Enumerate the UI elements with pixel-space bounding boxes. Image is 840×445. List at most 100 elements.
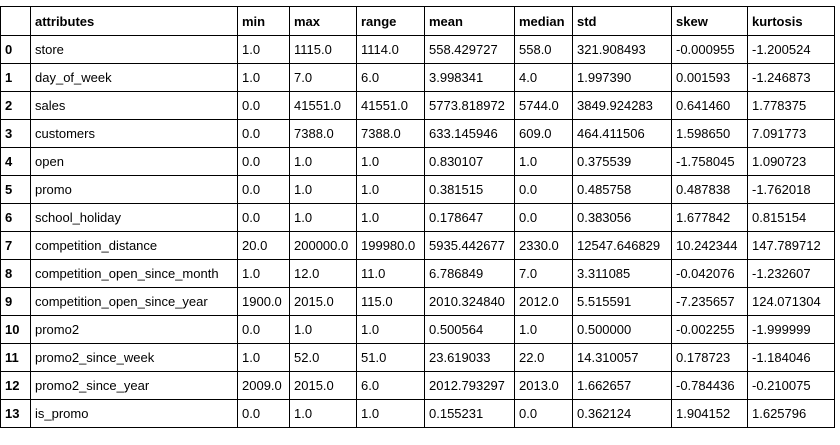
table-cell-range: 1.0: [356, 315, 425, 344]
table-cell-attributes: customers: [30, 119, 238, 148]
table-cell-kurtosis: -1.999999: [747, 315, 835, 344]
column-header-kurtosis: kurtosis: [747, 6, 835, 36]
table-cell-range: 199980.0: [356, 231, 425, 260]
table-cell-attributes: competition_open_since_month: [30, 259, 238, 288]
table-cell-max: 1.0: [289, 315, 357, 344]
table-cell-attributes: school_holiday: [30, 203, 238, 232]
table-row: 13 is_promo 0.0 1.0 1.0 0.155231 0.0 0.362124 1.…: [0, 399, 835, 428]
table-cell-median: 1.0: [514, 315, 573, 344]
table-cell-min: 0.0: [237, 147, 290, 176]
table-cell-max: 2015.0: [289, 287, 357, 316]
table-cell-skew: 10.242344: [671, 231, 748, 260]
row-index: 4: [0, 147, 31, 176]
table-cell-std: 0.500000: [572, 315, 672, 344]
table-cell-std: 0.383056: [572, 203, 672, 232]
table-cell-attributes: promo: [30, 175, 238, 204]
table-cell-max: 52.0: [289, 343, 357, 372]
table-cell-skew: 0.178723: [671, 343, 748, 372]
table-cell-skew: 1.904152: [671, 399, 748, 428]
table-cell-std: 5.515591: [572, 287, 672, 316]
table-cell-max: 1.0: [289, 147, 357, 176]
table-cell-skew: 0.487838: [671, 175, 748, 204]
table-cell-attributes: competition_distance: [30, 231, 238, 260]
column-header-max: max: [289, 6, 357, 36]
table-row: 4 open 0.0 1.0 1.0 0.830107 1.0 0.375539 -1.7580…: [0, 147, 835, 176]
table-cell-max: 1.0: [289, 203, 357, 232]
table-cell-std: 12547.646829: [572, 231, 672, 260]
table-cell-range: 6.0: [356, 371, 425, 400]
table-cell-std: 14.310057: [572, 343, 672, 372]
header-row: attributes min max range mean median std skew ku…: [0, 6, 835, 36]
table-cell-std: 0.375539: [572, 147, 672, 176]
table-cell-min: 1.0: [237, 63, 290, 92]
table-cell-max: 200000.0: [289, 231, 357, 260]
table-cell-skew: 0.641460: [671, 91, 748, 120]
table-cell-mean: 0.381515: [424, 175, 515, 204]
table-cell-mean: 558.429727: [424, 35, 515, 64]
table-cell-range: 11.0: [356, 259, 425, 288]
table-cell-skew: -0.000955: [671, 35, 748, 64]
column-header-min: min: [237, 6, 290, 36]
table-cell-median: 2012.0: [514, 287, 573, 316]
row-index: 0: [0, 35, 31, 64]
table-cell-skew: 1.677842: [671, 203, 748, 232]
column-header-mean: mean: [424, 6, 515, 36]
table-cell-attributes: promo2_since_week: [30, 343, 238, 372]
table-cell-std: 1.662657: [572, 371, 672, 400]
column-header-median: median: [514, 6, 573, 36]
table-cell-mean: 2012.793297: [424, 371, 515, 400]
table-cell-skew: -0.002255: [671, 315, 748, 344]
table-cell-mean: 2010.324840: [424, 287, 515, 316]
table-cell-range: 1.0: [356, 147, 425, 176]
table-cell-kurtosis: -1.232607: [747, 259, 835, 288]
row-index: 1: [0, 63, 31, 92]
table-cell-median: 7.0: [514, 259, 573, 288]
table-row: 11 promo2_since_week 1.0 52.0 51.0 23.619033 2…: [0, 343, 835, 372]
table-cell-mean: 0.155231: [424, 399, 515, 428]
table-cell-range: 1114.0: [356, 35, 425, 64]
table-cell-median: 609.0: [514, 119, 573, 148]
table-cell-median: 2330.0: [514, 231, 573, 260]
table-cell-kurtosis: -1.246873: [747, 63, 835, 92]
table-cell-std: 0.485758: [572, 175, 672, 204]
table-cell-mean: 0.830107: [424, 147, 515, 176]
table-cell-kurtosis: 7.091773: [747, 119, 835, 148]
table-row: 10 promo2 0.0 1.0 1.0 0.500564 1.0 0.500000 -0.0…: [0, 315, 835, 344]
table-cell-mean: 23.619033: [424, 343, 515, 372]
table-cell-kurtosis: 1.625796: [747, 399, 835, 428]
table-cell-attributes: competition_open_since_year: [30, 287, 238, 316]
row-index: 8: [0, 259, 31, 288]
table-cell-mean: 633.145946: [424, 119, 515, 148]
table-cell-max: 7.0: [289, 63, 357, 92]
column-header-skew: skew: [671, 6, 748, 36]
table-cell-kurtosis: 1.778375: [747, 91, 835, 120]
table-cell-attributes: promo2: [30, 315, 238, 344]
table-cell-attributes: promo2_since_year: [30, 371, 238, 400]
column-header-std: std: [572, 6, 672, 36]
table-cell-min: 0.0: [237, 119, 290, 148]
row-index: 7: [0, 231, 31, 260]
table-cell-std: 0.362124: [572, 399, 672, 428]
table-cell-mean: 6.786849: [424, 259, 515, 288]
table-cell-attributes: day_of_week: [30, 63, 238, 92]
table-cell-kurtosis: -1.184046: [747, 343, 835, 372]
table-cell-range: 1.0: [356, 399, 425, 428]
table-cell-std: 464.411506: [572, 119, 672, 148]
table-cell-median: 22.0: [514, 343, 573, 372]
table-body: 0 store 1.0 1115.0 1114.0 558.429727 558.0 321.…: [0, 35, 835, 428]
table-cell-max: 1.0: [289, 399, 357, 428]
table-cell-min: 0.0: [237, 399, 290, 428]
table-cell-kurtosis: -1.762018: [747, 175, 835, 204]
table-cell-kurtosis: 124.071304: [747, 287, 835, 316]
table-cell-mean: 0.178647: [424, 203, 515, 232]
table-cell-median: 0.0: [514, 399, 573, 428]
table-cell-range: 1.0: [356, 203, 425, 232]
table-row: 9 competition_open_since_year 1900.0 2015.0…: [0, 287, 835, 316]
table-cell-kurtosis: -0.210075: [747, 371, 835, 400]
table-cell-std: 321.908493: [572, 35, 672, 64]
row-index: 3: [0, 119, 31, 148]
table-row: 5 promo 0.0 1.0 1.0 0.381515 0.0 0.485758 0.4878…: [0, 175, 835, 204]
table-cell-range: 6.0: [356, 63, 425, 92]
table-cell-kurtosis: -1.200524: [747, 35, 835, 64]
